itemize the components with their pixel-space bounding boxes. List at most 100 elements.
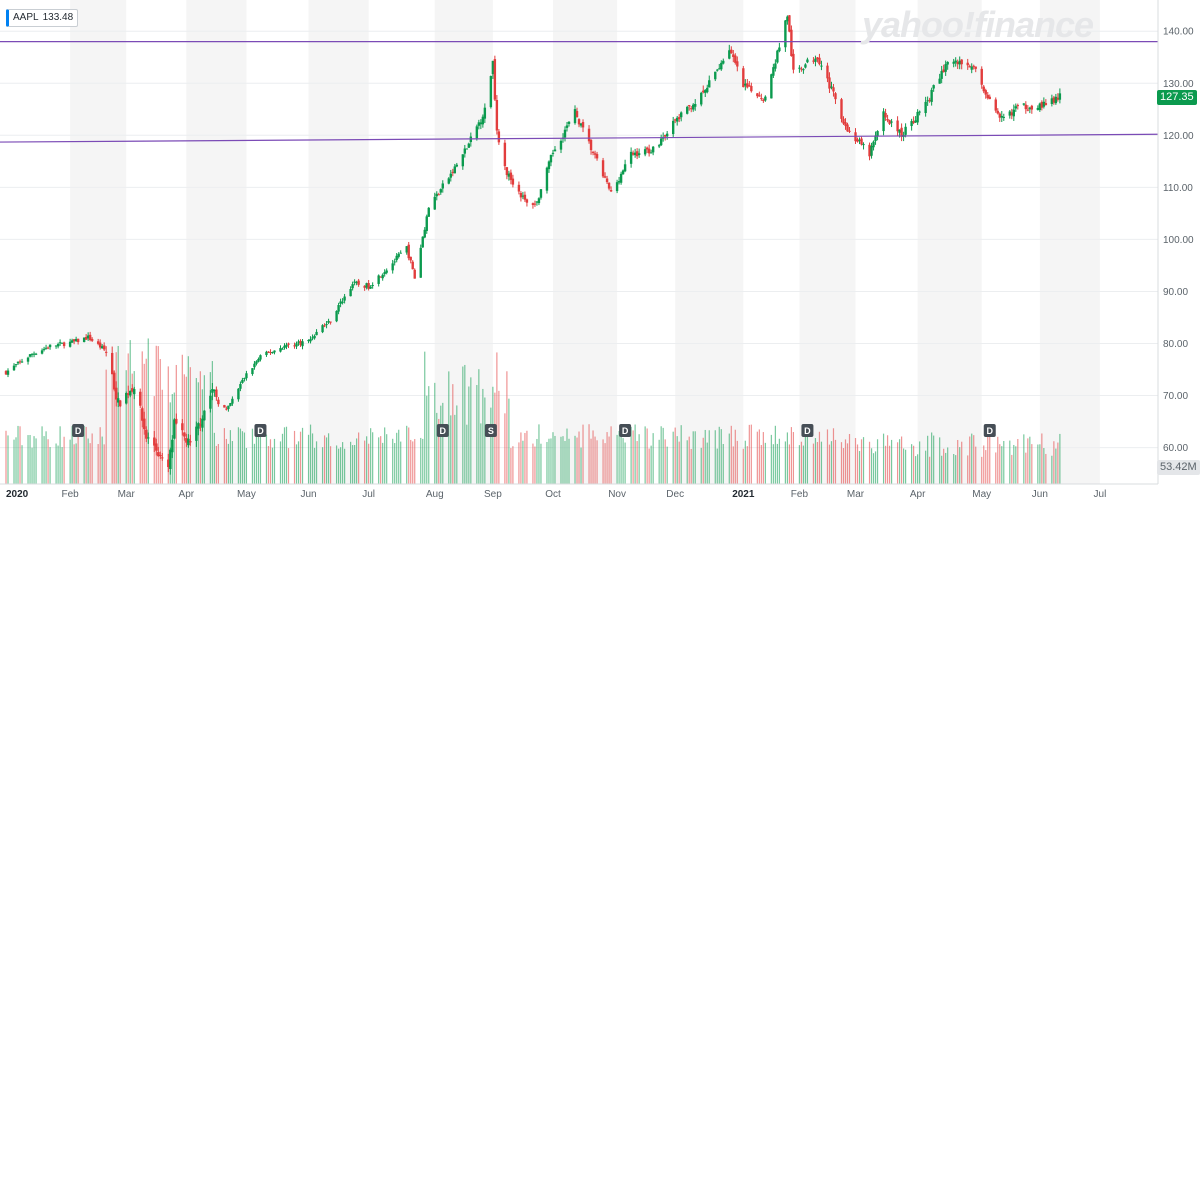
candle-body <box>802 69 805 71</box>
candle-body <box>141 408 144 421</box>
volume-bar <box>301 427 304 484</box>
candle-body <box>213 389 216 392</box>
volume-bar <box>225 438 227 484</box>
volume-bar <box>678 441 680 484</box>
candle-body <box>1002 116 1005 118</box>
candle-body <box>932 85 935 89</box>
volume-bar <box>378 437 380 484</box>
volume-bar <box>279 441 282 484</box>
volume-bar <box>746 446 748 484</box>
volume-bar <box>534 446 536 484</box>
candle-body <box>427 207 430 217</box>
candle-body <box>591 151 595 153</box>
candle-body <box>399 252 402 254</box>
candle-body <box>778 47 781 52</box>
candle-body <box>225 408 228 410</box>
candle-body <box>12 365 16 371</box>
month-band <box>70 0 127 484</box>
event-marker-box <box>436 424 449 437</box>
volume-bar <box>888 445 891 484</box>
candle-body <box>295 343 298 347</box>
candle-body <box>647 148 651 154</box>
candle-body <box>581 122 585 128</box>
candle-body <box>315 331 318 336</box>
volume-bar <box>594 436 596 484</box>
y-tick-label: 130.00 <box>1163 79 1194 90</box>
candle-body <box>245 373 248 379</box>
month-band <box>675 0 744 484</box>
volume-bar <box>658 439 660 484</box>
candle-body <box>517 184 521 192</box>
candle-body <box>579 123 583 126</box>
candle-body <box>942 69 945 73</box>
volume-bar <box>532 443 534 484</box>
candle-body <box>575 111 579 118</box>
volume-bar <box>574 435 576 484</box>
candle-body <box>914 120 917 123</box>
candle-body <box>60 342 64 344</box>
candle-body <box>744 83 747 86</box>
volume-bar <box>115 352 117 484</box>
candle-body <box>762 99 765 101</box>
stock-chart[interactable]: D D D S D D D 140.00 130.00 120.00 110.00 100.00 90… <box>0 0 1200 500</box>
volume-bar <box>139 408 141 484</box>
y-tick-label: 100.00 <box>1163 235 1194 246</box>
chart-canvas[interactable]: D D D S D D D 140.00 130.00 120.00 110.00 100.00 90… <box>0 0 1200 500</box>
candle-body <box>688 105 691 107</box>
candle-body <box>299 340 302 345</box>
candle-body <box>367 283 370 289</box>
volume-bar <box>265 434 268 484</box>
candle-body <box>686 106 689 114</box>
candle-body <box>251 368 254 375</box>
candle-body <box>421 236 424 248</box>
volume-bar <box>973 435 975 484</box>
candle-body <box>788 15 791 32</box>
volume-bar <box>113 371 115 484</box>
candle-body <box>145 429 148 439</box>
volume-bar <box>728 433 730 484</box>
event-marker-box <box>484 424 497 437</box>
volume-bar <box>931 432 933 484</box>
volume-bar <box>947 447 949 484</box>
volume-bar <box>636 441 638 484</box>
ticker-badge[interactable]: AAPL 133.48 <box>6 9 79 27</box>
volume-bar <box>844 439 847 484</box>
candle-body <box>900 127 903 137</box>
candle-body <box>239 384 242 389</box>
volume-bar <box>764 442 766 484</box>
volume-bar <box>161 389 163 484</box>
volume-bar <box>650 445 652 484</box>
volume-bar <box>33 436 35 484</box>
x-tick-label: Nov <box>608 489 626 500</box>
candle-body <box>756 93 759 97</box>
candle-body <box>690 108 693 110</box>
volume-bar <box>1027 438 1029 484</box>
volume-bar <box>604 443 606 484</box>
volume-bar <box>187 356 189 484</box>
volume-bar <box>632 430 634 484</box>
volume-bar <box>886 435 889 484</box>
candle-body <box>1044 103 1048 106</box>
volume-bar <box>564 440 566 484</box>
candle-body <box>74 338 78 342</box>
volume-bar <box>364 440 366 484</box>
y-tick-label: 90.00 <box>1163 287 1188 298</box>
volume-bar <box>848 434 851 484</box>
volume-bar <box>47 439 49 484</box>
volume-bar <box>29 434 31 484</box>
volume-bar <box>7 435 9 484</box>
candle-body <box>924 101 927 114</box>
volume-bar <box>189 367 191 484</box>
volume-bar <box>933 435 935 484</box>
volume-bar <box>89 443 91 484</box>
candle-body <box>760 97 763 99</box>
candle-body <box>966 62 969 66</box>
volume-bar <box>35 438 37 484</box>
candle-body <box>407 244 410 259</box>
candle-body <box>804 64 807 68</box>
candle-body <box>355 282 358 284</box>
volume-bar <box>255 430 258 484</box>
candle-body <box>856 139 859 142</box>
event-marker-label: D <box>440 426 447 436</box>
candle-body <box>862 144 865 146</box>
